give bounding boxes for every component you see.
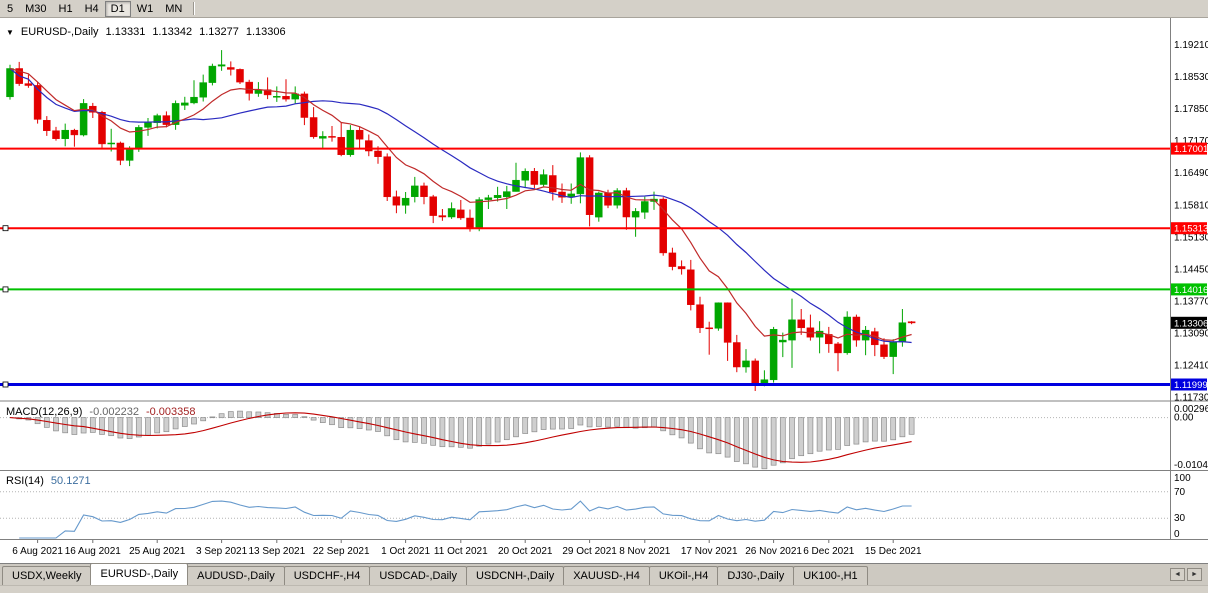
chart-tab-usdx-weekly[interactable]: USDX,Weekly bbox=[2, 566, 92, 585]
svg-text:100: 100 bbox=[1174, 473, 1191, 484]
chart-symbol-label: EURUSD-,Daily bbox=[20, 26, 99, 38]
svg-text:1.12410: 1.12410 bbox=[1174, 361, 1208, 372]
svg-text:1.13770: 1.13770 bbox=[1174, 297, 1208, 308]
chart-tab-ukoil-h4[interactable]: UKOil-,H4 bbox=[648, 566, 719, 585]
chart-tab-bar: USDX,Weekly EURUSD-,Daily AUDUSD-,Daily USD… bbox=[0, 563, 1208, 585]
chart-canvas[interactable]: 1.19210 1.18530 1.17850 1.17170 1.16490 1.158… bbox=[0, 18, 1208, 563]
chart-tab-uk100-h1[interactable]: UK100-,H1 bbox=[793, 566, 868, 585]
svg-text:70: 70 bbox=[1174, 487, 1186, 498]
macd-main-value: -0.002232 bbox=[89, 406, 139, 418]
timeframe-button-w1[interactable]: W1 bbox=[131, 1, 160, 17]
macd-histogram bbox=[16, 410, 915, 470]
chart-info-bar: ▼ EURUSD-,Daily 1.13331 1.13342 1.13277 … bbox=[6, 26, 286, 38]
chart-dropdown-icon[interactable]: ▼ bbox=[6, 27, 14, 37]
chart-tab-usdchf-h4[interactable]: USDCHF-,H4 bbox=[283, 566, 371, 585]
svg-text:26 Nov 2021: 26 Nov 2021 bbox=[745, 546, 802, 557]
svg-text:0.002966: 0.002966 bbox=[1174, 404, 1208, 415]
chart-tab-eurusd-daily[interactable]: EURUSD-,Daily bbox=[90, 563, 189, 585]
svg-text:20 Oct 2021: 20 Oct 2021 bbox=[498, 546, 553, 557]
svg-text:1.13306: 1.13306 bbox=[1174, 318, 1208, 329]
svg-text:11 Oct 2021: 11 Oct 2021 bbox=[434, 546, 488, 557]
status-strip bbox=[0, 585, 1208, 593]
tab-scroll-right-button[interactable]: ► bbox=[1187, 568, 1202, 581]
timeframe-button-h1[interactable]: H1 bbox=[53, 1, 79, 17]
svg-text:13 Sep 2021: 13 Sep 2021 bbox=[248, 546, 305, 557]
svg-text:22 Sep 2021: 22 Sep 2021 bbox=[313, 546, 370, 557]
rsi-line bbox=[19, 500, 912, 539]
svg-text:1.16490: 1.16490 bbox=[1174, 168, 1208, 179]
chart-tab-usdcad-daily[interactable]: USDCAD-,Daily bbox=[369, 566, 467, 585]
ema-10-line bbox=[9, 67, 912, 341]
price-tag-1.14016: 1.14016 bbox=[1171, 283, 1208, 296]
price-tag-1.15313: 1.15313 bbox=[1171, 222, 1208, 235]
hline-anchor[interactable] bbox=[2, 381, 9, 388]
svg-text:-0.01042: -0.01042 bbox=[1174, 460, 1208, 471]
ohlc-high-value: 1.13342 bbox=[152, 26, 193, 38]
svg-text:1.17001: 1.17001 bbox=[1174, 144, 1208, 155]
chart-window[interactable]: 1.19210 1.18530 1.17850 1.17170 1.16490 1.158… bbox=[0, 18, 1208, 563]
chart-tab-audusd-daily[interactable]: AUDUSD-,Daily bbox=[187, 566, 285, 585]
price-tag-1.17001: 1.17001 bbox=[1171, 142, 1208, 155]
timeframe-button-mn[interactable]: MN bbox=[159, 1, 188, 17]
svg-text:1 Oct 2021: 1 Oct 2021 bbox=[381, 546, 430, 557]
timeframe-button-5[interactable]: 5 bbox=[1, 1, 19, 17]
ohlc-open-value: 1.13331 bbox=[105, 26, 146, 38]
macd-signal-value: -0.003358 bbox=[145, 406, 196, 418]
tab-scroll-controls: ◄ ► bbox=[1164, 568, 1208, 585]
svg-text:1.15313: 1.15313 bbox=[1174, 224, 1208, 235]
macd-indicator-label: MACD(12,26,9) bbox=[6, 406, 83, 418]
timeframe-button-h4[interactable]: H4 bbox=[79, 1, 105, 17]
price-tag-1.11999: 1.11999 bbox=[1171, 378, 1208, 391]
toolbar-separator bbox=[193, 2, 195, 15]
svg-text:6 Dec 2021: 6 Dec 2021 bbox=[803, 546, 855, 557]
macd-label-bar: MACD(12,26,9) -0.002232 -0.003358 bbox=[6, 406, 196, 418]
svg-text:6 Aug 2021: 6 Aug 2021 bbox=[12, 546, 63, 557]
svg-text:1.17170: 1.17170 bbox=[1174, 136, 1208, 147]
svg-text:0: 0 bbox=[1174, 529, 1180, 540]
svg-text:17 Nov 2021: 17 Nov 2021 bbox=[681, 546, 738, 557]
chart-tab-xauusd-h4[interactable]: XAUUSD-,H4 bbox=[563, 566, 650, 585]
sma-21-line bbox=[9, 68, 912, 344]
svg-text:1.13090: 1.13090 bbox=[1174, 329, 1208, 340]
svg-text:0.00: 0.00 bbox=[1174, 413, 1194, 424]
chart-tab-dj30-daily[interactable]: DJ30-,Daily bbox=[717, 566, 795, 585]
rsi-label-bar: RSI(14) 50.1271 bbox=[6, 475, 91, 487]
svg-text:1.18530: 1.18530 bbox=[1174, 72, 1208, 83]
macd-signal-line bbox=[9, 412, 912, 463]
rsi-indicator-label: RSI(14) bbox=[6, 475, 44, 487]
svg-text:1.14016: 1.14016 bbox=[1174, 285, 1208, 296]
rsi-value: 50.1271 bbox=[50, 475, 91, 487]
current-price-tag: 1.13306 bbox=[1171, 316, 1208, 329]
price-axis-labels[interactable]: 1.19210 1.18530 1.17850 1.17170 1.16490 1.158… bbox=[1174, 40, 1208, 404]
svg-text:30: 30 bbox=[1174, 513, 1186, 524]
svg-text:1.11730: 1.11730 bbox=[1174, 393, 1208, 404]
svg-text:25 Aug 2021: 25 Aug 2021 bbox=[129, 546, 186, 557]
tab-scroll-left-button[interactable]: ◄ bbox=[1170, 568, 1185, 581]
svg-text:3 Sep 2021: 3 Sep 2021 bbox=[196, 546, 248, 557]
svg-text:1.15810: 1.15810 bbox=[1174, 200, 1208, 211]
time-axis-labels[interactable]: 6 Aug 2021 16 Aug 2021 25 Aug 2021 3 Sep 20… bbox=[12, 540, 922, 557]
ohlc-low-value: 1.13277 bbox=[199, 26, 239, 38]
svg-text:1.11999: 1.11999 bbox=[1174, 380, 1208, 391]
svg-text:1.19210: 1.19210 bbox=[1174, 40, 1208, 51]
chart-tab-usdcnh-daily[interactable]: USDCNH-,Daily bbox=[465, 566, 565, 585]
svg-text:29 Oct 2021: 29 Oct 2021 bbox=[562, 546, 617, 557]
timeframe-button-d1[interactable]: D1 bbox=[104, 0, 131, 17]
ohlc-close-value: 1.13306 bbox=[245, 26, 286, 38]
svg-text:1.14450: 1.14450 bbox=[1174, 264, 1208, 275]
svg-text:16 Aug 2021: 16 Aug 2021 bbox=[65, 546, 122, 557]
timeframe-toolbar: 5 M30 H1 H4 D1 W1 MN bbox=[0, 0, 1208, 18]
timeframe-button-m30[interactable]: M30 bbox=[19, 1, 52, 17]
hline-anchor[interactable] bbox=[2, 286, 9, 293]
svg-text:15 Dec 2021: 15 Dec 2021 bbox=[865, 546, 922, 557]
svg-text:8 Nov 2021: 8 Nov 2021 bbox=[619, 546, 671, 557]
hline-anchor[interactable] bbox=[2, 225, 9, 232]
svg-text:1.17850: 1.17850 bbox=[1174, 104, 1208, 115]
svg-text:1.15130: 1.15130 bbox=[1174, 232, 1208, 243]
